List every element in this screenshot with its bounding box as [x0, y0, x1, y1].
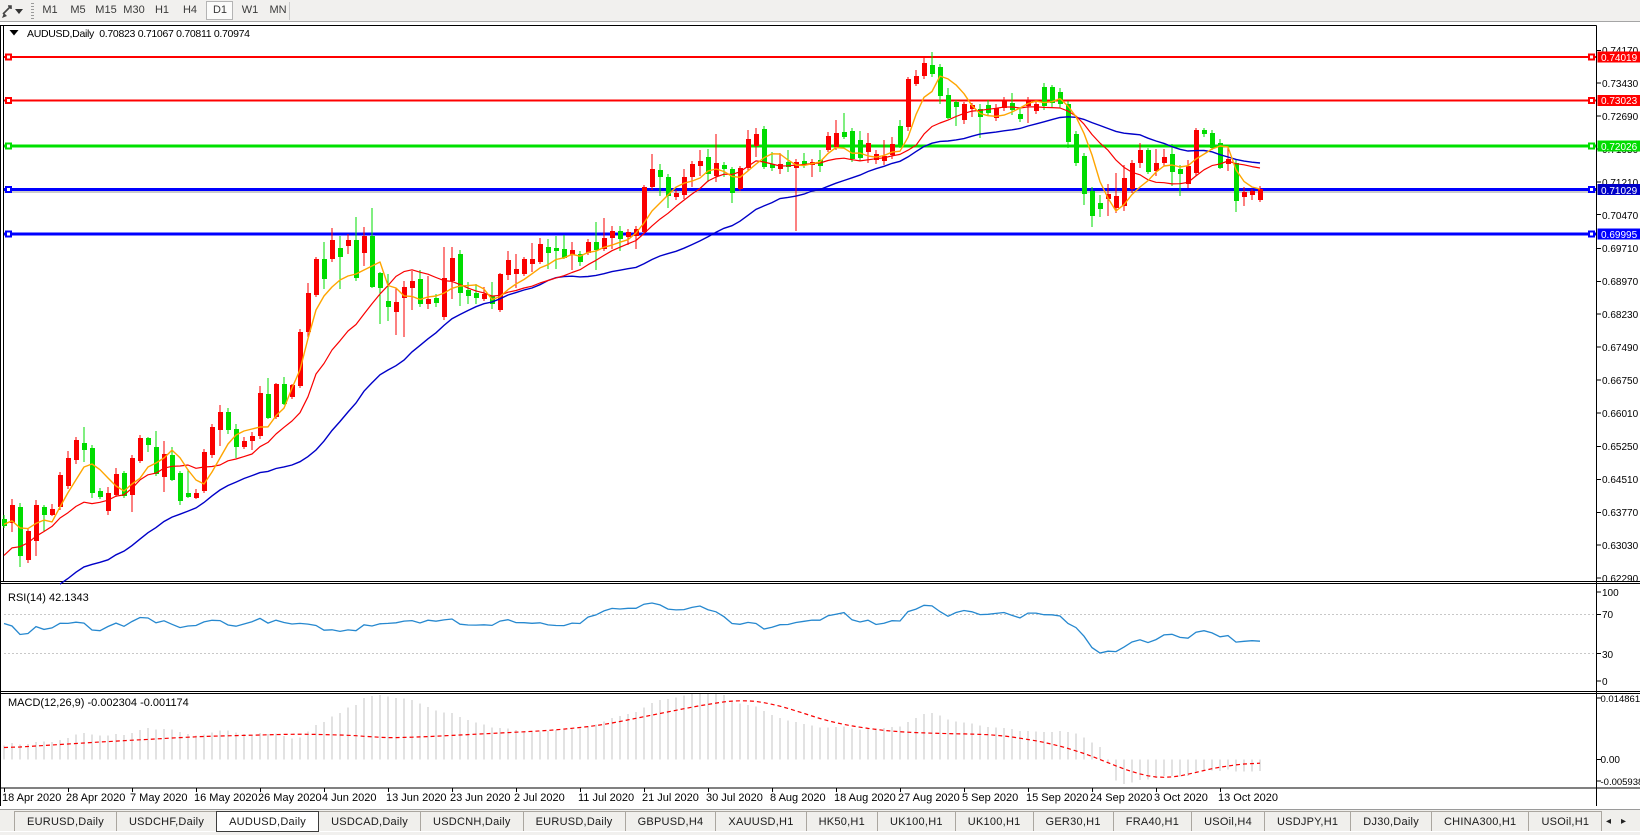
svg-text:15 Sep 2020: 15 Sep 2020	[1026, 792, 1088, 804]
svg-text:28 Apr 2020: 28 Apr 2020	[66, 792, 125, 804]
svg-text:0: 0	[1602, 677, 1608, 688]
svg-text:0.73430: 0.73430	[1602, 79, 1639, 90]
svg-text:3 Oct 2020: 3 Oct 2020	[1154, 792, 1208, 804]
svg-text:21 Jul 2020: 21 Jul 2020	[642, 792, 699, 804]
svg-text:0.65250: 0.65250	[1602, 442, 1639, 453]
svg-text:0.72690: 0.72690	[1602, 112, 1639, 123]
svg-text:-0.005938: -0.005938	[1601, 777, 1640, 788]
svg-text:16 May 2020: 16 May 2020	[194, 792, 258, 804]
svg-text:8 Aug 2020: 8 Aug 2020	[770, 792, 826, 804]
svg-text:30 Jul 2020: 30 Jul 2020	[706, 792, 763, 804]
svg-text:0.72026: 0.72026	[1601, 142, 1638, 153]
svg-text:0.68230: 0.68230	[1602, 310, 1639, 321]
svg-text:5 Sep 2020: 5 Sep 2020	[962, 792, 1018, 804]
svg-text:0.69710: 0.69710	[1602, 244, 1639, 255]
svg-text:24 Sep 2020: 24 Sep 2020	[1090, 792, 1152, 804]
svg-text:0.70470: 0.70470	[1602, 211, 1639, 222]
svg-text:0.74019: 0.74019	[1601, 53, 1638, 64]
svg-text:0.00: 0.00	[1601, 755, 1621, 766]
svg-text:0.73023: 0.73023	[1601, 96, 1638, 107]
svg-text:0.66750: 0.66750	[1602, 376, 1639, 387]
svg-text:0.71029: 0.71029	[1601, 186, 1638, 197]
svg-text:13 Oct 2020: 13 Oct 2020	[1218, 792, 1278, 804]
svg-text:2 Jul 2020: 2 Jul 2020	[514, 792, 565, 804]
svg-text:23 Jun 2020: 23 Jun 2020	[450, 792, 511, 804]
svg-text:0.63030: 0.63030	[1602, 541, 1639, 552]
svg-text:13 Jun 2020: 13 Jun 2020	[386, 792, 447, 804]
svg-text:100: 100	[1602, 588, 1619, 599]
svg-text:RSI(14) 42.1343: RSI(14) 42.1343	[8, 592, 89, 604]
svg-text:18 Apr 2020: 18 Apr 2020	[2, 792, 61, 804]
svg-text:30: 30	[1602, 650, 1614, 661]
svg-text:26 May 2020: 26 May 2020	[258, 792, 322, 804]
svg-text:0.014861: 0.014861	[1601, 694, 1640, 705]
svg-text:0.63770: 0.63770	[1602, 508, 1639, 519]
svg-text:0.62290: 0.62290	[1602, 574, 1639, 585]
svg-text:0.64510: 0.64510	[1602, 475, 1639, 486]
svg-text:18 Aug 2020: 18 Aug 2020	[834, 792, 896, 804]
svg-text:4 Jun 2020: 4 Jun 2020	[322, 792, 376, 804]
svg-text:0.68970: 0.68970	[1602, 277, 1639, 288]
svg-text:7 May 2020: 7 May 2020	[130, 792, 187, 804]
svg-text:27 Aug 2020: 27 Aug 2020	[898, 792, 960, 804]
svg-text:0.67490: 0.67490	[1602, 343, 1639, 354]
svg-text:AUDUSD,Daily 0.70823 0.71067: AUDUSD,Daily 0.70823 0.71067 0.70811 0.7…	[27, 28, 250, 40]
svg-text:70: 70	[1602, 610, 1614, 621]
svg-text:MACD(12,26,9) -0.002304 -0.001: MACD(12,26,9) -0.002304 -0.001174	[8, 697, 189, 709]
svg-text:0.69995: 0.69995	[1601, 230, 1638, 241]
svg-text:0.66010: 0.66010	[1602, 409, 1639, 420]
svg-text:11 Jul 2020: 11 Jul 2020	[578, 792, 634, 804]
